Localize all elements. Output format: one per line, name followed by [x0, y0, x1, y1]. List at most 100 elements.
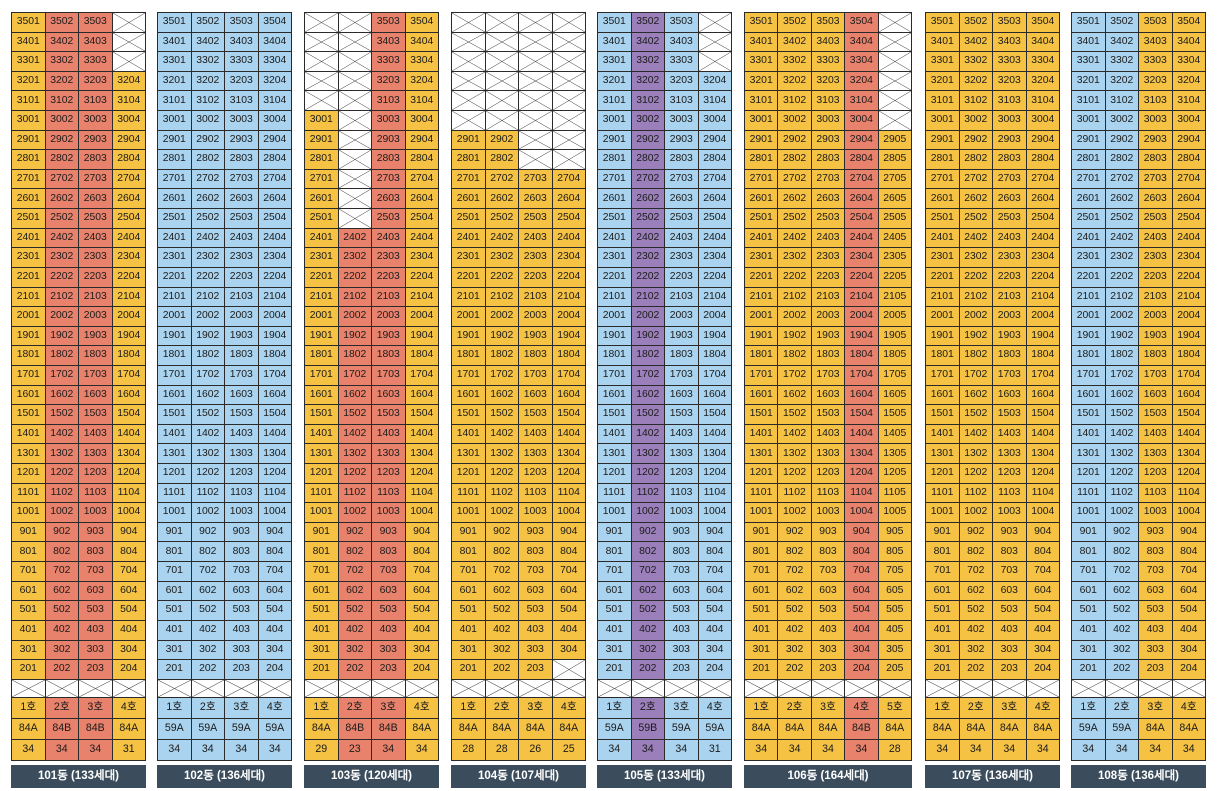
unit-cell: 503: [78, 600, 113, 621]
unit-cell: 905: [877, 521, 913, 543]
unit-cell: 2403: [518, 227, 553, 249]
unit-cell: 2704: [551, 168, 586, 190]
unit-cell: 1405: [877, 423, 913, 445]
unit-cell: 203: [664, 659, 699, 680]
unit-number-label: 1호: [597, 696, 632, 719]
pilotis-cell: [597, 678, 632, 698]
empty-unit-cell: [304, 90, 339, 112]
counts-row: 29 23 34 34: [304, 738, 439, 761]
building-104: 2901 2902 2801 2802 2701 2702 2703 2704 2601 2602…: [451, 12, 586, 788]
unit-cell: 604: [1171, 580, 1206, 602]
unit-cell: 2404: [404, 227, 439, 249]
floor-row: 1601 1602 1603 1604: [157, 384, 292, 406]
unit-type-label: 84A: [925, 717, 960, 740]
unit-cell: 401: [11, 619, 46, 641]
unit-cell: 2602: [777, 188, 812, 210]
unit-cell: 1001: [597, 502, 632, 523]
unit-cell: 2301: [11, 247, 46, 268]
unit-cell: 2602: [958, 188, 993, 210]
unit-cell: 803: [810, 541, 846, 563]
empty-unit-cell: [518, 90, 553, 112]
unit-type-label: 59A: [664, 717, 699, 740]
unit-cell: 503: [371, 600, 406, 621]
empty-unit-cell: [551, 90, 586, 112]
unit-cell: 1803: [78, 345, 113, 366]
unit-cell: 2901: [1071, 129, 1106, 151]
unit-cell: 1905: [877, 325, 913, 347]
unit-cell: 1404: [551, 423, 586, 445]
unit-cell: 2104: [1025, 286, 1060, 308]
unit-cell: 3303: [992, 51, 1027, 72]
unit-cell: 2104: [697, 286, 732, 308]
unit-cell: 1803: [1138, 345, 1173, 366]
unit-cell: 1902: [337, 325, 372, 347]
unit-cell: 1802: [190, 345, 225, 366]
types-row: 59A 59A 59A 59A: [157, 717, 292, 740]
unit-cell: 3303: [224, 51, 259, 72]
unit-cell: 1704: [697, 364, 732, 386]
floor-row: 1801 1802 1803 1804: [11, 345, 146, 366]
unit-cell: 1101: [597, 482, 632, 504]
unit-cell: 2401: [1071, 227, 1106, 249]
floor-row: 501 502 503 504 505: [743, 600, 913, 621]
unit-cell: 2602: [1104, 188, 1139, 210]
unit-cell: 2503: [371, 208, 406, 229]
unit-cell: 3302: [1104, 51, 1139, 72]
unit-cell: 1802: [630, 345, 665, 366]
unit-cell: 1503: [664, 404, 699, 425]
unit-cell: 1303: [78, 443, 113, 465]
unit-type-label: 59B: [630, 717, 665, 740]
unit-cell: 1401: [925, 423, 960, 445]
unit-cell: 1902: [484, 325, 519, 347]
unit-cell: 2003: [992, 306, 1027, 327]
floor-row: 2101 2102 2103 2104: [1071, 286, 1206, 308]
floor-row: 3101 3102 3103 3104: [11, 90, 146, 112]
unit-cell: 902: [44, 521, 79, 543]
floor-row: 201 202 203 204: [925, 659, 1060, 680]
unit-cell: 604: [551, 580, 586, 602]
unit-cell: 704: [844, 561, 879, 582]
unit-cell: 2805: [877, 149, 913, 170]
unit-cell: 2302: [190, 247, 225, 268]
unit-number-label: 3호: [371, 696, 406, 719]
unit-cell: 1102: [777, 482, 812, 504]
unit-cell: 2004: [111, 306, 146, 327]
unit-cell: 1501: [597, 404, 632, 425]
unit-cell: 1901: [743, 325, 779, 347]
unit-cell: 2602: [190, 188, 225, 210]
floor-row: 2301 2302 2303 2304: [304, 247, 439, 268]
unit-cell: 1204: [404, 463, 439, 484]
unit-cell: 3402: [190, 31, 225, 53]
unit-cell: 3003: [1138, 110, 1173, 131]
floor-row: 1801 1802 1803 1804: [304, 345, 439, 366]
building-101: 3501 3502 3503 3401 3402 3403 3301 3302 3303 3201…: [11, 12, 146, 788]
floor-row: 401 402 403 404: [451, 619, 586, 641]
unit-cell: 3502: [190, 12, 225, 33]
unit-grid: 3501 3502 3503 3401 3402 3403 3301 3302 3303 3201…: [597, 12, 732, 761]
unit-cell: 2903: [664, 129, 699, 151]
floor-row: 901 902 903 904: [1071, 521, 1206, 543]
unit-cell: 201: [451, 659, 486, 680]
unit-cell: 3504: [1171, 12, 1206, 33]
floor-row: 2901 2902 2903 2904: [157, 129, 292, 151]
unit-cell: 2704: [257, 168, 292, 190]
unit-cell: 1203: [1138, 463, 1173, 484]
unit-cell: 2001: [743, 306, 779, 327]
empty-unit-cell: [337, 70, 372, 92]
unit-cell: 2804: [844, 149, 879, 170]
unit-cell: 1603: [810, 384, 846, 406]
unit-cell: 1103: [224, 482, 259, 504]
unit-cell: 3103: [810, 90, 846, 112]
unit-cell: 203: [810, 659, 846, 680]
unit-cell: 2102: [337, 286, 372, 308]
unit-cell: 2901: [925, 129, 960, 151]
floor-row: 901 902 903 904: [925, 521, 1060, 543]
unit-cell: 2601: [925, 188, 960, 210]
unit-number-label: 3호: [518, 696, 553, 719]
unit-cell: 801: [597, 541, 632, 563]
unit-cell: 602: [337, 580, 372, 602]
unit-cell: 202: [1104, 659, 1139, 680]
unit-type-label: 84B: [44, 717, 79, 740]
unit-cell: 1701: [451, 364, 486, 386]
unit-cell: 601: [451, 580, 486, 602]
